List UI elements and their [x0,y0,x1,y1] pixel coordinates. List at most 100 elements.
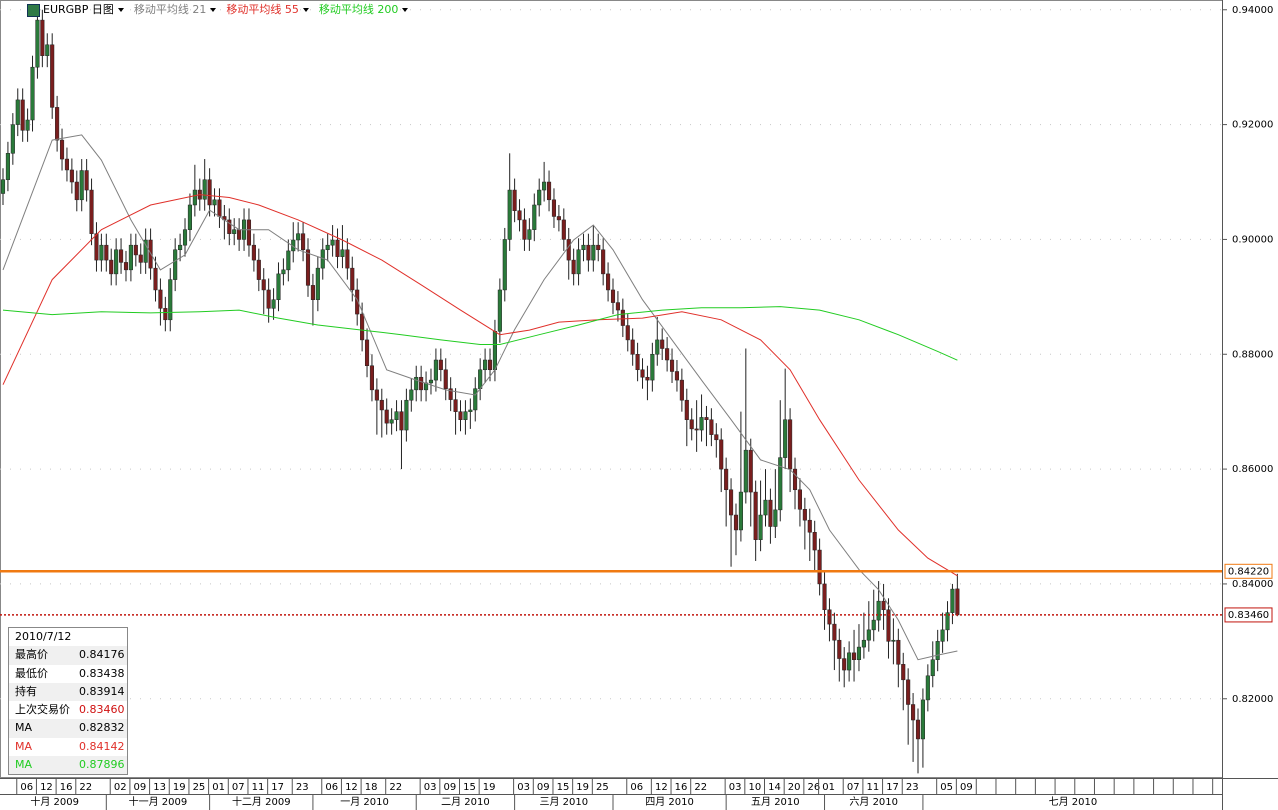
candle-body [758,514,763,540]
y-tick-label: 0.84000 [1232,579,1273,590]
info-row: MA 0.84142 [9,738,127,756]
info-label: MA [15,721,33,735]
candle-body [901,664,906,681]
info-label: 上次交易价 [15,703,70,717]
candle-body [517,210,522,221]
candle-body [114,249,119,275]
price-level-box [1224,563,1273,579]
x-tick-label: 09 [537,782,550,793]
legend-entry[interactable]: 移动平均线 21 [133,3,207,16]
candle-body [261,279,266,291]
x-tick-label: 16 [675,782,688,793]
candle-body [837,639,842,659]
candle-body [773,509,778,527]
candle-body [473,388,478,411]
candle-body [625,325,630,341]
candle-body [655,339,660,355]
moving-average-line [2,194,958,577]
candle-body [192,189,197,206]
month-label: 六月 2010 [849,796,898,808]
x-tick-label: 18 [365,782,378,793]
candle-body [305,249,311,286]
candle-body [379,399,384,411]
info-row: MA 0.87896 [9,756,127,775]
candle-body [694,428,699,431]
candle-body [227,219,232,234]
candle-body [281,269,286,275]
moving-average-line [2,306,958,361]
symbol-title[interactable]: EURGBP 日图 [43,3,114,16]
x-tick-label: 19 [173,782,186,793]
month-label: 十月 2009 [30,795,79,808]
legend-entry[interactable]: 移动平均线 200 [318,3,399,16]
candle-body [276,273,281,300]
candle-body [30,66,35,121]
candle-body [232,229,237,234]
candle-body [660,339,665,349]
info-value: 0.87896 [79,758,125,772]
candle-body [178,244,183,251]
dropdown-arrow[interactable] [210,8,217,12]
candle-body [497,289,502,332]
candle-body [704,417,709,420]
candle-body [601,249,606,275]
candle-body [640,369,645,378]
legend-entry[interactable]: 移动平均线 55 [226,3,299,16]
info-row: 上次交易价 0.83460 [9,701,127,719]
candle-body [610,289,616,303]
candle-body [168,279,173,321]
candle-body [271,299,276,309]
candle-body [237,229,242,240]
y-tick-label: 0.88000 [1232,349,1273,360]
dropdown-arrow[interactable] [117,8,124,12]
candle-body [187,204,192,230]
info-value: 0.84142 [79,739,125,753]
candle-body [802,509,807,521]
candle-body [650,354,655,381]
candle-body [817,549,822,585]
candle-body [851,652,857,660]
x-tick-label: 26 [807,782,820,793]
x-tick-label: 22 [389,782,402,793]
candle-body [119,249,124,263]
candle-body [35,19,40,68]
candle-body [428,379,434,384]
info-row: 持有 0.83914 [9,682,127,702]
candle-body [527,229,532,240]
candle-body [674,371,680,381]
candle-body [847,652,852,671]
info-value: 0.84176 [79,648,125,662]
candle-body [458,411,463,420]
candle-body [606,273,611,291]
candle-body [748,449,753,493]
x-tick-label: 03 [729,782,742,793]
candle-body [345,249,350,269]
candle-body [487,359,493,371]
y-tick-label: 0.86000 [1232,464,1273,475]
dropdown-arrow[interactable] [402,8,409,12]
candle-body [753,491,758,540]
info-value: 0.83438 [79,666,125,680]
candle-body [492,331,497,371]
info-date: 2010/7/12 [15,630,72,643]
candle-body [128,244,133,271]
candle-body [404,399,409,431]
candle-body [419,376,424,391]
candle-body [0,179,6,194]
candle-body [551,199,557,217]
candle-body [797,489,802,510]
candle-body [896,639,901,665]
month-label: 七月 2010 [1049,796,1098,808]
candle-body [792,468,798,491]
candle-body [74,181,79,201]
candle-body [266,289,271,309]
dropdown-arrow[interactable] [302,8,309,12]
info-label: 持有 [15,684,37,698]
info-row: MA 0.82832 [9,719,127,738]
x-tick-label: 05 [940,782,953,793]
candle-body [335,239,340,257]
candle-body [581,244,586,251]
candle-body [5,153,10,180]
candle-body [856,646,862,660]
